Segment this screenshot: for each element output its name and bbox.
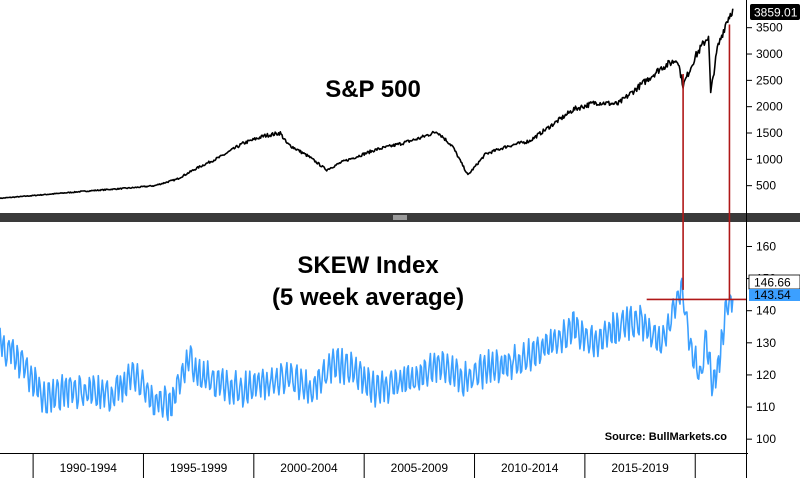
skew-y-tick-label: 100 — [756, 432, 776, 446]
skew-value-2: 143.54 — [754, 288, 791, 302]
skew-value-1: 146.66 — [754, 276, 791, 290]
x-tick-label: 2010-2014 — [501, 461, 559, 475]
skew-value-tags: 146.66 143.54 — [748, 274, 800, 302]
sp500-y-tick-label: 1500 — [756, 126, 783, 140]
sp500-last-value: 3859.01 — [754, 6, 798, 20]
x-tick-label: 2005-2009 — [391, 461, 449, 475]
skew-y-tick-label: 130 — [756, 336, 776, 350]
skew-line — [0, 277, 734, 422]
sp500-y-tick-label: 2500 — [756, 73, 783, 87]
skew-y-tick-label: 110 — [756, 400, 775, 414]
event-markers — [646, 24, 746, 301]
sp500-title: S&P 500 — [325, 76, 421, 103]
sp500-line — [0, 8, 734, 200]
skew-y-tick-label: 120 — [756, 368, 776, 382]
skew-y-tick-label: 160 — [756, 239, 776, 253]
sp500-y-tick-label: 2000 — [756, 100, 783, 114]
sp500-y-tick-label: 1000 — [756, 152, 783, 166]
sp500-y-tick-label: 3000 — [756, 47, 783, 61]
sp500-y-tick-label: 500 — [756, 179, 776, 193]
x-tick-label: 2000-2004 — [280, 461, 338, 475]
skew-y-axis: 100110120130140150160 — [746, 239, 776, 446]
sp500-y-axis: 500 1000 1500 2000 2500 3000 3500 — [746, 21, 783, 193]
x-axis: 1990-1994 1995-1999 2000-2004 2005-2009 2010… — [32, 454, 696, 478]
x-tick-label: 1995-1999 — [170, 461, 228, 475]
last-value-bg — [750, 4, 800, 20]
sp500-last-value-tag: 3859.01 — [750, 4, 800, 20]
series-lines — [0, 8, 734, 422]
x-tick-label: 2015-2019 — [611, 461, 669, 475]
skew-value-tag-2-bg — [749, 289, 800, 301]
sp500-y-tick-label: 3500 — [756, 21, 783, 35]
source-note: Source: BullMarkets.co — [605, 431, 728, 443]
skew-y-tick-label: 140 — [756, 304, 776, 318]
skew-title: SKEW Index — [297, 252, 439, 279]
divider-handle[interactable] — [393, 215, 407, 220]
skew-subtitle: (5 week average) — [272, 284, 464, 311]
x-tick-label: 1990-1994 — [60, 461, 118, 475]
